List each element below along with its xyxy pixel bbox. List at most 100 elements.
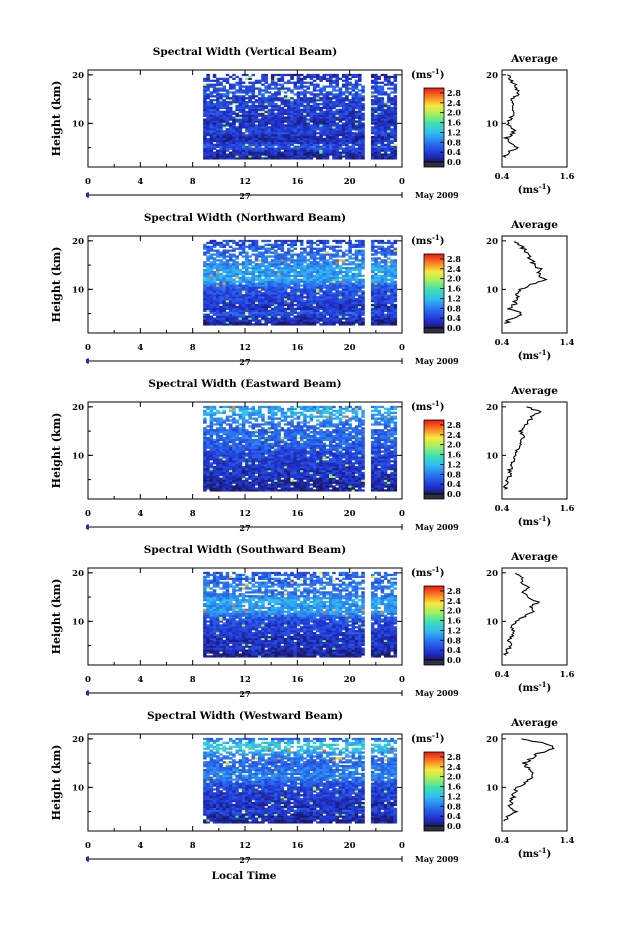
heatmap-cell (341, 303, 346, 307)
heatmap-cell (251, 265, 256, 268)
heatmap-cell (380, 118, 385, 121)
heatmap-cell (261, 141, 265, 145)
heatmap-cell (335, 99, 339, 102)
heatmap-cell (319, 255, 323, 258)
heatmap-cell (206, 128, 210, 131)
heatmap-cell (212, 91, 217, 94)
heatmap-cell (261, 135, 265, 139)
heatmap-cell (377, 106, 381, 110)
heatmap-cell (251, 298, 256, 301)
heatmap-cell (383, 294, 388, 297)
heatmap-cell (387, 292, 391, 295)
heatmap-cell (270, 319, 275, 322)
heatmap-cell (322, 128, 327, 131)
heatmap-cell (258, 153, 262, 156)
heatmap-cell (351, 141, 356, 145)
heatmap-cell (332, 97, 336, 100)
heatmap-cell (232, 317, 236, 320)
heatmap-cell (306, 153, 310, 156)
heatmap-cell (254, 139, 259, 143)
heatmap-cell (212, 466, 217, 469)
heatmap-cell (232, 99, 236, 102)
heatmap-cell (219, 278, 223, 281)
heatmap-cell (228, 315, 233, 318)
heatmap-cell (258, 79, 262, 82)
heatmap-cell (274, 301, 278, 305)
heatmap-cell (225, 436, 230, 440)
heatmap-cell (228, 446, 233, 449)
heatmap-cell (274, 130, 278, 133)
heatmap-cell (322, 261, 327, 264)
heatmap-cell (206, 481, 210, 484)
heatmap-cell (245, 276, 249, 279)
heatmap-cell (280, 259, 285, 262)
heatmap-cell (235, 323, 239, 326)
heatmap-cell (219, 286, 223, 289)
heatmap-cell (225, 321, 230, 324)
heatmap-cell (316, 83, 320, 86)
heatmap-cell (312, 143, 317, 146)
heatmap-cell (316, 282, 320, 285)
heatmap-cell (325, 101, 330, 104)
heatmap-cell (277, 282, 281, 285)
heatmap-cell (380, 288, 385, 291)
heatmap-cell (296, 301, 301, 305)
heatmap-cell (222, 101, 227, 104)
heatmap-cell (219, 481, 223, 484)
heatmap-cell (309, 149, 314, 152)
x-tick-label: 0 (399, 177, 405, 187)
heatmap-cell (232, 413, 236, 416)
heatmap-cell (232, 153, 236, 156)
heatmap-cell (222, 419, 227, 422)
heatmap-cell (383, 155, 388, 158)
heatmap-cell (303, 267, 307, 270)
heatmap-cell (309, 81, 314, 84)
heatmap-cell (322, 309, 327, 312)
heatmap-cell (306, 309, 310, 312)
heatmap-cell (351, 116, 356, 119)
heatmap-cell (212, 411, 217, 414)
heatmap-cell (228, 458, 233, 461)
heatmap-cell (264, 294, 268, 297)
heatmap-cell (338, 280, 343, 283)
heatmap-cell (374, 321, 378, 324)
heatmap-cell (225, 417, 230, 420)
heatmap-cell (312, 95, 317, 98)
heatmap-cell (351, 135, 356, 139)
heatmap-cell (216, 278, 220, 281)
heatmap-cell (216, 97, 220, 100)
heatmap-cell (374, 99, 378, 102)
heatmap-cell (206, 405, 210, 409)
heatmap-cell (212, 489, 217, 492)
heatmap-cell (258, 286, 262, 289)
heatmap-cell (235, 425, 239, 428)
heatmap-cell (238, 278, 243, 281)
heatmap-cell (225, 311, 230, 314)
heatmap-cell (393, 313, 398, 316)
heatmap-cell (374, 102, 378, 106)
heatmap-cell (351, 112, 356, 115)
heatmap-cell (335, 313, 339, 316)
heatmap-cell (264, 75, 268, 79)
heatmap-cell (209, 444, 214, 447)
heatmap-cell (228, 116, 233, 119)
heatmap-cell (283, 151, 288, 154)
heatmap-cell (387, 311, 391, 314)
heatmap-cell (309, 265, 314, 268)
heatmap-cell (222, 95, 227, 98)
heatmap-cell (222, 243, 227, 246)
heatmap-cell (228, 124, 233, 127)
heatmap-cell (287, 147, 291, 150)
heatmap-cell (306, 147, 310, 150)
heatmap-cell (329, 305, 333, 309)
heatmap-cell (383, 267, 388, 270)
heatmap-cell (216, 284, 220, 287)
heatmap-cell (299, 298, 304, 301)
heatmap-cell (219, 298, 223, 301)
heatmap-cell (261, 265, 265, 268)
heatmap-cell (209, 257, 214, 260)
heatmap-cell (306, 108, 310, 112)
heatmap-cell (270, 251, 275, 254)
heatmap-cell (319, 249, 323, 252)
heatmap-cell (316, 247, 320, 250)
